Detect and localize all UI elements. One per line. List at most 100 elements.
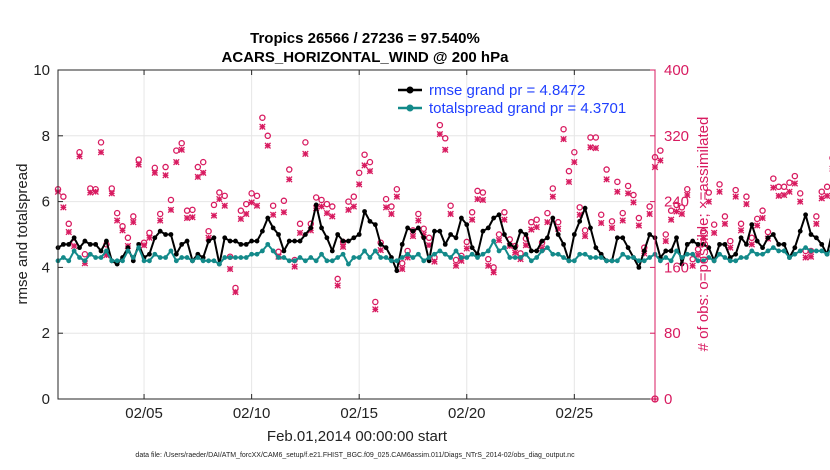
obs-assimilated-point bbox=[216, 195, 223, 203]
rmse-point bbox=[803, 212, 808, 218]
rmse-point bbox=[340, 238, 346, 244]
rmse-point bbox=[695, 241, 701, 247]
obs-possible-point bbox=[113, 209, 121, 217]
rmse-point bbox=[458, 215, 464, 221]
obs-possible-point bbox=[323, 200, 331, 208]
rmse-point bbox=[620, 235, 626, 241]
obs-possible-point bbox=[210, 201, 218, 209]
obs-possible-point bbox=[673, 201, 680, 209]
y-left-tick-label: 6 bbox=[42, 194, 50, 211]
totalspread-point bbox=[647, 255, 653, 260]
rmse-point bbox=[270, 225, 276, 231]
obs-possible-point bbox=[619, 209, 626, 217]
totalspread-point bbox=[141, 258, 147, 264]
obs-assimilated-point bbox=[603, 176, 610, 183]
obs-possible-point bbox=[189, 206, 196, 214]
obs-possible-point bbox=[775, 183, 782, 191]
rmse-point bbox=[744, 241, 749, 247]
totalspread-point bbox=[335, 255, 341, 260]
obs-possible-point bbox=[463, 238, 471, 246]
obs-possible-point bbox=[549, 185, 557, 192]
totalspread-point bbox=[292, 258, 298, 264]
rmse-point bbox=[130, 258, 136, 264]
obs-possible-point bbox=[603, 166, 610, 173]
obs-possible-point bbox=[334, 275, 341, 283]
rmse-point bbox=[259, 228, 265, 234]
obs-assimilated-point bbox=[146, 234, 153, 242]
obs-possible-point bbox=[796, 190, 804, 197]
totalspread-point bbox=[717, 251, 722, 257]
rmse-point bbox=[60, 241, 66, 247]
obs-assimilated-point bbox=[409, 232, 417, 240]
obs-possible-point bbox=[710, 221, 718, 228]
obs-possible-point bbox=[146, 229, 153, 237]
totalspread-point bbox=[636, 258, 642, 264]
totalspread-point bbox=[346, 261, 351, 267]
totalspread-point bbox=[329, 258, 335, 264]
obs-assimilated-point bbox=[377, 246, 384, 254]
obs-assimilated-point bbox=[802, 254, 809, 261]
obs-possible-point bbox=[173, 147, 180, 154]
y-left-tick-label: 10 bbox=[33, 62, 50, 79]
rmse-point bbox=[496, 212, 502, 218]
totalspread-point bbox=[593, 255, 599, 260]
rmse-point bbox=[98, 248, 104, 254]
obs-assimilated-point bbox=[65, 228, 73, 236]
obs-possible-point bbox=[388, 203, 395, 210]
obs-assimilated-point bbox=[823, 192, 830, 200]
obs-possible-point bbox=[786, 179, 793, 186]
rmse-point bbox=[636, 265, 642, 270]
totalspread-point bbox=[308, 255, 314, 260]
obs-possible-point bbox=[130, 213, 137, 220]
totalspread-point bbox=[254, 251, 260, 257]
obs-assimilated-point bbox=[748, 241, 756, 248]
obs-possible-point bbox=[479, 189, 487, 196]
rmse-point bbox=[114, 261, 120, 267]
y-axis-left-label: rmse and totalspread bbox=[14, 164, 31, 305]
obs-possible-point bbox=[199, 158, 207, 166]
rmse-point bbox=[491, 215, 497, 221]
totalspread-point bbox=[475, 255, 480, 260]
rmse-point bbox=[485, 225, 491, 231]
obs-assimilated-point bbox=[474, 195, 481, 203]
rmse-point bbox=[195, 251, 201, 257]
obs-possible-point bbox=[242, 200, 250, 208]
rmse-point bbox=[738, 235, 744, 241]
obs-possible-point bbox=[485, 255, 492, 263]
rmse-point bbox=[147, 251, 152, 257]
rmse-point bbox=[448, 232, 454, 237]
obs-assimilated-point bbox=[366, 167, 374, 175]
totalspread-point bbox=[770, 245, 776, 251]
obs-assimilated-point bbox=[183, 214, 191, 222]
totalspread-point bbox=[104, 248, 109, 254]
obs-assimilated-point bbox=[441, 146, 449, 154]
totalspread-point bbox=[507, 255, 513, 260]
totalspread-point bbox=[792, 251, 798, 257]
rmse-point bbox=[292, 238, 298, 244]
rmse-point bbox=[577, 218, 583, 224]
obs-assimilated-point bbox=[323, 209, 331, 217]
obs-assimilated-point bbox=[210, 212, 218, 219]
obs-possible-point bbox=[216, 189, 223, 196]
obs-assimilated-point bbox=[571, 158, 578, 166]
obs-assimilated-point bbox=[269, 211, 277, 219]
rmse-point bbox=[480, 228, 486, 234]
obs-assimilated-point bbox=[608, 224, 616, 232]
totalspread-point bbox=[303, 258, 308, 264]
rmse-point bbox=[582, 205, 588, 211]
obs-possible-point bbox=[759, 207, 766, 214]
rmse-point bbox=[421, 235, 427, 241]
rmse-point bbox=[625, 245, 631, 251]
obs-assimilated-point bbox=[796, 198, 804, 205]
obs-possible-point bbox=[646, 203, 653, 210]
obs-assimilated-point bbox=[549, 193, 557, 200]
totalspread-point bbox=[582, 251, 588, 257]
obs-assimilated-point bbox=[662, 237, 670, 245]
totalspread-point bbox=[120, 258, 125, 264]
totalspread-point bbox=[383, 255, 389, 260]
totalspread-point bbox=[545, 245, 550, 251]
obs-assimilated-point bbox=[167, 206, 175, 214]
totalspread-point bbox=[324, 258, 330, 264]
legend: rmse grand pr = 4.8472 totalspread grand… bbox=[398, 82, 626, 117]
